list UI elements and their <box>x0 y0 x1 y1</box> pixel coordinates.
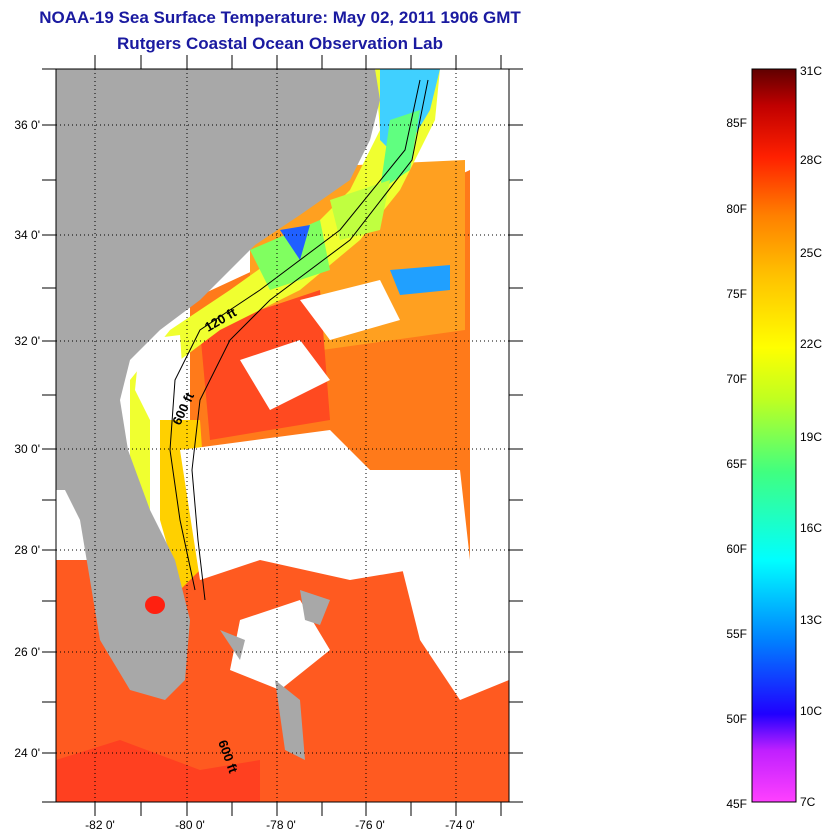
sst-field <box>56 69 509 802</box>
colorbar-f-label: 50F <box>726 712 747 726</box>
colorbar-f-label: 55F <box>726 627 747 641</box>
colorbar-f-label: 65F <box>726 457 747 471</box>
lon-label: -76 0' <box>355 818 385 832</box>
lat-label: 26 0' <box>14 645 40 659</box>
colorbar-f-label: 85F <box>726 116 747 130</box>
colorbar-c-label: 28C <box>800 153 822 167</box>
lon-label: -82 0' <box>85 818 115 832</box>
colorbar-c-label: 31C <box>800 64 822 78</box>
colorbar <box>751 68 797 803</box>
lat-label: 32 0' <box>14 334 40 348</box>
colorbar-c-label: 19C <box>800 430 822 444</box>
map-title: NOAA-19 Sea Surface Temperature: May 02,… <box>39 8 521 27</box>
lat-label: 28 0' <box>14 543 40 557</box>
lat-label: 30 0' <box>14 442 40 456</box>
colorbar-f-label: 70F <box>726 372 747 386</box>
colorbar-f-label: 60F <box>726 542 747 556</box>
lat-label: 34 0' <box>14 228 40 242</box>
lat-label: 24 0' <box>14 746 40 760</box>
map-subtitle: Rutgers Coastal Ocean Observation Lab <box>117 34 443 53</box>
lon-label: -78 0' <box>266 818 296 832</box>
colorbar-c-label: 22C <box>800 337 822 351</box>
lon-label: -74 0' <box>445 818 475 832</box>
lon-label: -80 0' <box>175 818 205 832</box>
colorbar-f-label: 75F <box>726 287 747 301</box>
colorbar-c-label: 16C <box>800 521 822 535</box>
lat-label: 36 0' <box>14 118 40 132</box>
colorbar-c-label: 25C <box>800 246 822 260</box>
colorbar-f-label: 80F <box>726 202 747 216</box>
colorbar-c-label: 10C <box>800 704 822 718</box>
land-mass <box>56 69 380 700</box>
colorbar-c-label: 7C <box>800 795 816 809</box>
colorbar-f-label: 45F <box>726 797 747 811</box>
colorbar-c-label: 13C <box>800 613 822 627</box>
